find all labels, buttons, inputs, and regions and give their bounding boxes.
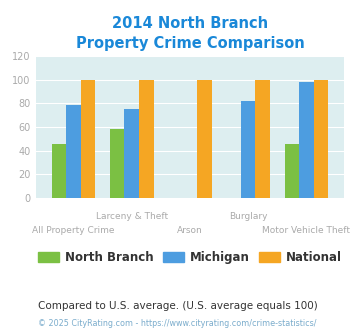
Bar <box>299 82 314 198</box>
Legend: North Branch, Michigan, National: North Branch, Michigan, National <box>33 247 347 269</box>
Bar <box>285 144 299 198</box>
Bar <box>66 105 81 198</box>
Title: 2014 North Branch
Property Crime Comparison: 2014 North Branch Property Crime Compari… <box>76 16 304 51</box>
Text: Burglary: Burglary <box>229 212 267 221</box>
Bar <box>241 101 256 198</box>
Bar <box>197 80 212 198</box>
Text: Motor Vehicle Theft: Motor Vehicle Theft <box>262 226 350 235</box>
Text: Compared to U.S. average. (U.S. average equals 100): Compared to U.S. average. (U.S. average … <box>38 301 317 311</box>
Bar <box>110 129 124 198</box>
Text: Arson: Arson <box>177 226 203 235</box>
Bar <box>256 80 270 198</box>
Bar <box>314 80 328 198</box>
Text: © 2025 CityRating.com - https://www.cityrating.com/crime-statistics/: © 2025 CityRating.com - https://www.city… <box>38 319 317 328</box>
Bar <box>81 80 95 198</box>
Text: All Property Crime: All Property Crime <box>32 226 115 235</box>
Bar <box>139 80 153 198</box>
Bar <box>51 144 66 198</box>
Text: Larceny & Theft: Larceny & Theft <box>95 212 168 221</box>
Bar <box>124 109 139 198</box>
